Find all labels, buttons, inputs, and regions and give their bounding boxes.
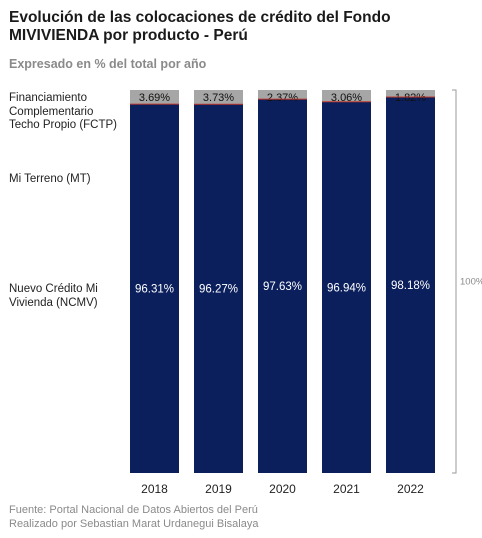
footer-source: Fuente: Portal Nacional de Datos Abierto…	[9, 504, 258, 516]
x-tick-label-2018: 2018	[141, 482, 168, 496]
bar-segment-ncmv-2019	[194, 104, 243, 474]
bar-segment-fctp-2019	[194, 90, 243, 105]
data-label-ncmv-2020: 97.63%	[263, 281, 302, 293]
bar-segment-ncmv-2021	[322, 101, 371, 474]
legend-label-fctp: Financiamiento Complementario Techo Prop…	[9, 92, 118, 131]
data-label-ncmv-2018: 96.31%	[135, 284, 174, 296]
data-label-fctp-2020: 2.37%	[267, 92, 298, 104]
data-label-ncmv-2019: 96.27%	[199, 284, 238, 296]
legend-label-ncmv: Nuevo Crédito Mi Vivienda (NCMV)	[9, 283, 98, 309]
x-tick-label-2019: 2019	[205, 482, 232, 496]
bar-segment-fctp-2021	[322, 90, 371, 102]
total-bracket	[452, 89, 457, 474]
legend-label-mt: Mi Terreno (MT)	[9, 173, 91, 185]
data-label-ncmv-2022: 98.18%	[391, 280, 430, 292]
bar-segment-fctp-2018	[130, 90, 179, 105]
data-label-fctp-2022: 1.82%	[395, 92, 426, 104]
x-tick-label-2022: 2022	[397, 482, 424, 496]
data-label-fctp-2019: 3.73%	[203, 92, 234, 104]
total-label: 100%	[460, 277, 482, 288]
bar-segment-ncmv-2022	[386, 96, 435, 474]
bar-segment-ncmv-2018	[130, 104, 179, 474]
data-label-ncmv-2021: 96.94%	[327, 282, 366, 294]
footer-author: Realizado por Sebastian Marat Urdanegui …	[9, 518, 259, 530]
bar-segment-ncmv-2020	[258, 99, 307, 474]
data-label-fctp-2018: 3.69%	[139, 92, 170, 104]
bar-segment-fctp-2020	[258, 90, 307, 100]
data-label-fctp-2021: 3.06%	[331, 92, 362, 104]
chart-title: Evolución de las colocaciones de crédito…	[9, 9, 391, 44]
chart-subtitle: Expresado en % del total por año	[9, 57, 207, 71]
x-tick-label-2020: 2020	[269, 482, 296, 496]
bar-segment-fctp-2022	[386, 90, 435, 97]
x-tick-label-2021: 2021	[333, 482, 360, 496]
